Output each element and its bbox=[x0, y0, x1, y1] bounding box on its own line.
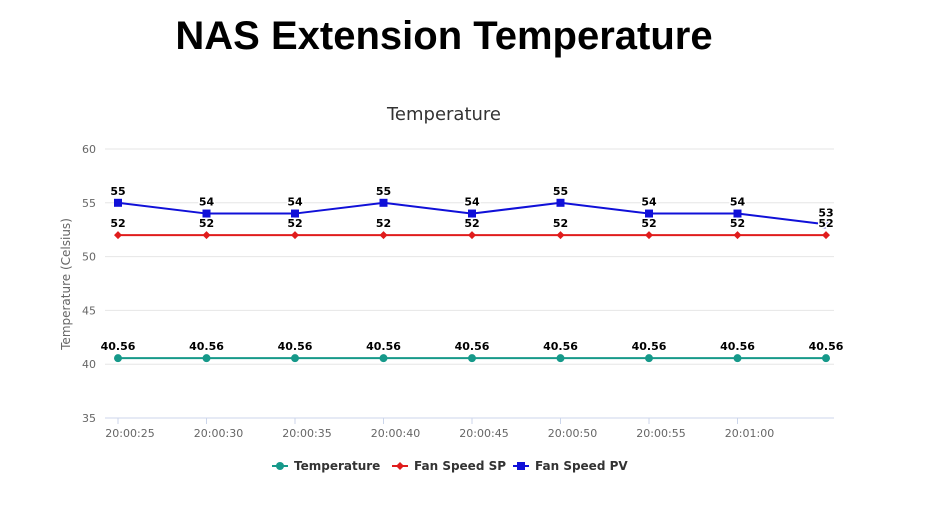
data-point bbox=[645, 209, 653, 218]
data-point bbox=[114, 198, 122, 207]
data-point bbox=[645, 231, 653, 240]
data-label: 40.56 bbox=[455, 340, 490, 353]
data-label: 54 bbox=[464, 196, 480, 209]
data-point bbox=[202, 231, 211, 240]
x-tick-label: 20:00:55 bbox=[636, 427, 685, 440]
legend-label[interactable]: Temperature bbox=[294, 459, 380, 473]
x-tick-label: 20:00:50 bbox=[548, 427, 597, 440]
data-point bbox=[468, 231, 476, 240]
y-tick-label: 60 bbox=[82, 143, 96, 156]
data-labels: 40.56 40.56 40.56 40.56 40.56 40.56 40.56 40.56… bbox=[99, 183, 845, 354]
legend-marker bbox=[396, 462, 404, 470]
data-point bbox=[822, 220, 830, 229]
data-label: 55 bbox=[110, 185, 125, 198]
x-tick-label: 20:00:45 bbox=[459, 427, 508, 440]
series-group bbox=[114, 198, 830, 363]
legend-label[interactable]: Fan Speed PV bbox=[535, 459, 628, 473]
y-tick-label: 40 bbox=[82, 358, 96, 371]
y-axis: 35 40 45 50 55 60 bbox=[82, 143, 96, 425]
y-tick-label: 55 bbox=[82, 197, 96, 210]
data-label: 54 bbox=[199, 196, 215, 209]
data-label: 52 bbox=[818, 217, 833, 230]
data-point bbox=[645, 354, 653, 363]
data-label: 54 bbox=[287, 196, 303, 209]
legend-marker bbox=[276, 462, 284, 470]
x-tick-label: 20:00:40 bbox=[371, 427, 420, 440]
data-point bbox=[291, 209, 299, 218]
chart-title: Temperature bbox=[386, 104, 501, 125]
y-axis-label: Temperature (Celsius) bbox=[59, 218, 73, 351]
data-point bbox=[468, 354, 476, 363]
data-label: 40.56 bbox=[543, 340, 578, 353]
data-label: 54 bbox=[641, 196, 657, 209]
x-tick-label: 20:01:00 bbox=[725, 427, 774, 440]
x-tick-label: 20:00:35 bbox=[282, 427, 331, 440]
data-point bbox=[556, 198, 565, 207]
x-tick-label: 20:00:30 bbox=[194, 427, 243, 440]
data-label: 40.56 bbox=[278, 340, 313, 353]
data-label: 52 bbox=[553, 217, 568, 230]
data-label: 40.56 bbox=[101, 340, 136, 353]
data-label: 52 bbox=[287, 217, 302, 230]
y-tick-label: 45 bbox=[82, 304, 96, 317]
y-tick-label: 50 bbox=[82, 251, 96, 264]
data-point bbox=[822, 354, 830, 363]
data-label: 52 bbox=[730, 217, 745, 230]
data-label: 55 bbox=[553, 185, 568, 198]
data-point bbox=[733, 354, 742, 363]
data-point bbox=[379, 231, 388, 240]
data-point bbox=[291, 231, 299, 240]
data-label: 40.56 bbox=[632, 340, 667, 353]
data-point bbox=[733, 209, 742, 218]
data-point bbox=[556, 231, 565, 240]
data-point bbox=[114, 231, 122, 240]
data-point bbox=[379, 354, 388, 363]
data-point bbox=[556, 354, 565, 363]
legend[interactable]: Temperature Fan Speed SP Fan Speed PV bbox=[272, 459, 628, 473]
x-tick-label: 20:00:25 bbox=[105, 427, 154, 440]
data-label: 52 bbox=[641, 217, 656, 230]
legend-marker bbox=[517, 462, 525, 470]
data-point bbox=[733, 231, 742, 240]
data-point bbox=[202, 209, 211, 218]
data-label: 52 bbox=[464, 217, 479, 230]
page-title: NAS Extension Temperature bbox=[175, 14, 713, 58]
grid-lines bbox=[105, 148, 834, 419]
data-point bbox=[202, 354, 211, 363]
data-label: 52 bbox=[199, 217, 214, 230]
data-point bbox=[114, 354, 122, 363]
data-label: 40.56 bbox=[189, 340, 224, 353]
legend-label[interactable]: Fan Speed SP bbox=[414, 459, 506, 473]
data-point bbox=[291, 354, 299, 363]
data-label: 53 bbox=[818, 206, 833, 219]
data-label: 40.56 bbox=[366, 340, 401, 353]
data-label: 52 bbox=[110, 217, 125, 230]
data-label: 52 bbox=[376, 217, 391, 230]
data-label: 40.56 bbox=[720, 340, 755, 353]
data-point bbox=[468, 209, 476, 218]
data-label: 54 bbox=[730, 196, 746, 209]
data-point bbox=[379, 198, 388, 207]
x-axis: 20:00:25 20:00:30 20:00:35 20:00:40 20:00:45… bbox=[105, 418, 774, 440]
y-tick-label: 35 bbox=[82, 412, 96, 425]
data-point bbox=[822, 231, 830, 240]
data-label: 55 bbox=[376, 185, 391, 198]
data-label: 40.56 bbox=[809, 340, 844, 353]
